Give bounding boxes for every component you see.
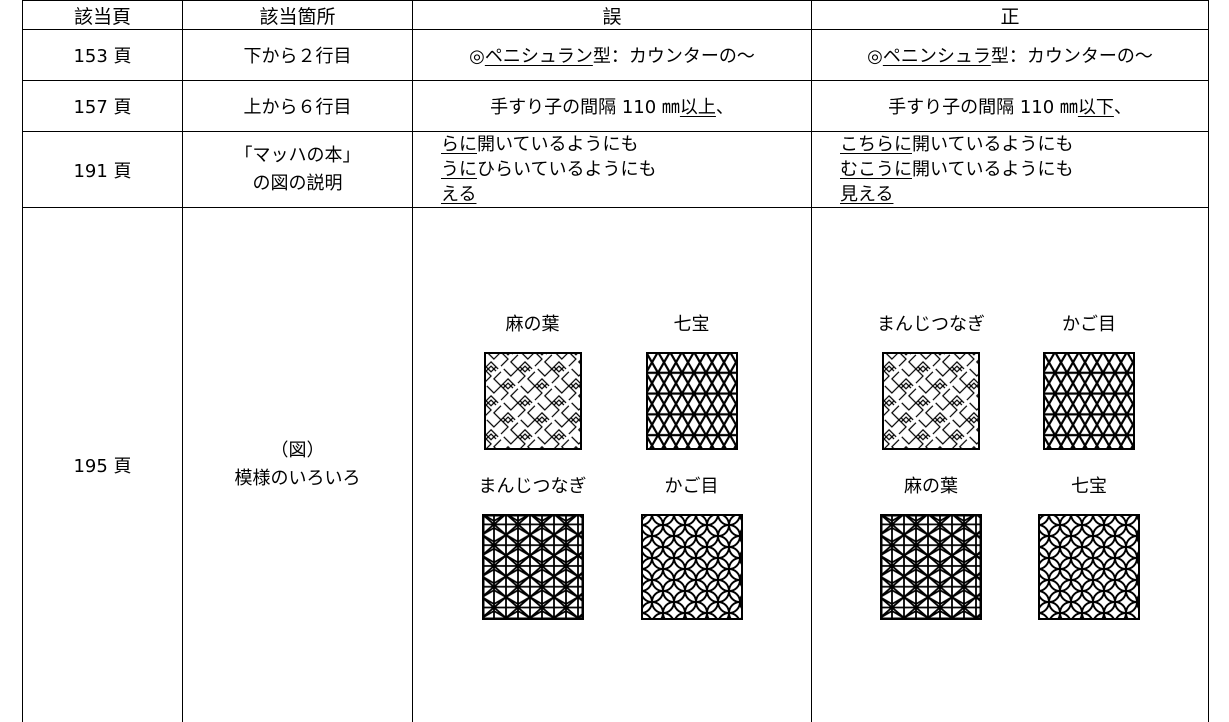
text: 開いているようにも <box>477 134 638 155</box>
location-cell: 下から２行目 <box>183 30 413 81</box>
correct-cell: まんじつなぎ かご目 麻の葉 七宝 <box>812 208 1209 722</box>
underlined-text: こちらに <box>840 134 912 155</box>
page-cell: 195 頁 <box>23 208 183 722</box>
location-text: 「マッハの本」 <box>235 145 361 166</box>
location-cell: 「マッハの本」の図の説明 <box>183 132 413 208</box>
figure-label: まんじつなぎ <box>877 310 985 340</box>
figure-label: 七宝 <box>1071 472 1107 502</box>
figure-label: 麻の葉 <box>904 472 958 502</box>
wrong-cell: 手すり子の間隔 110 ㎜以上、 <box>413 81 812 132</box>
row: 191 頁 「マッハの本」の図の説明 らに開いているようにも うにひらいているよ… <box>23 132 1209 208</box>
text: 手すり子の間隔 110 ㎜ <box>888 97 1078 118</box>
header-cell: 該当箇所 <box>183 1 413 30</box>
header-row: 該当頁 該当箇所 誤 正 <box>23 1 1209 30</box>
location-cell: （図） 模様のいろいろ <box>183 208 413 722</box>
location-cell: 上から６行目 <box>183 81 413 132</box>
text: 型：カウンターの～ <box>991 46 1153 67</box>
text: 開いているようにも <box>912 159 1073 180</box>
errata-table: 該当頁 該当箇所 誤 正 153 頁 下から２行目 ◎ペニシュラン型：カウンター… <box>22 0 1209 722</box>
underlined-text: える <box>441 184 476 205</box>
header-cell: 誤 <box>413 1 812 30</box>
text: ◎ <box>469 46 485 67</box>
location-text: の図の説明 <box>253 173 343 194</box>
header-cell: 該当頁 <box>23 1 183 30</box>
correct-cell: ◎ペニンシュラ型：カウンターの～ <box>812 30 1209 81</box>
underlined-text: 見える <box>840 184 893 205</box>
text: 手すり子の間隔 110 ㎜ <box>490 97 680 118</box>
figure-label: 七宝 <box>674 310 710 340</box>
figure-label: かご目 <box>665 472 719 502</box>
text: 開いているようにも <box>912 134 1073 155</box>
underlined-text: 以下 <box>1078 97 1114 118</box>
underlined-text: 以上 <box>680 97 716 118</box>
pattern-figure <box>880 514 982 620</box>
location-text: 模様のいろいろ <box>235 468 361 489</box>
figure-label: まんじつなぎ <box>479 472 587 502</box>
location-text: （図） <box>271 440 325 461</box>
location-text: 上から６行目 <box>244 97 352 118</box>
text: ひらいているようにも <box>477 159 656 180</box>
row: 153 頁 下から２行目 ◎ペニシュラン型：カウンターの～ ◎ペニンシュラ型：カ… <box>23 30 1209 81</box>
wrong-cell: らに開いているようにも うにひらいているようにも える <box>413 132 812 208</box>
text: 型：カウンターの～ <box>593 46 755 67</box>
correct-cell: こちらに開いているようにも むこうに開いているようにも 見える <box>812 132 1209 208</box>
pattern-figure <box>482 514 584 620</box>
page-cell: 153 頁 <box>23 30 183 81</box>
underlined-text: ペニシュラン <box>485 46 593 67</box>
underlined-text: むこうに <box>840 159 912 180</box>
page-cell: 191 頁 <box>23 132 183 208</box>
figure-label: かご目 <box>1062 310 1116 340</box>
wrong-cell: 麻の葉 七宝 まんじつなぎ かご目 <box>413 208 812 722</box>
pattern-figure <box>1038 514 1140 620</box>
wrong-cell: ◎ペニシュラン型：カウンターの～ <box>413 30 812 81</box>
row: 195 頁 （図） 模様のいろいろ 麻の葉 七宝 まんじつなぎ かご目 まんじつな… <box>23 208 1209 722</box>
location-text: 下から２行目 <box>244 46 352 67</box>
page-cell: 157 頁 <box>23 81 183 132</box>
pattern-figure <box>646 352 738 450</box>
pattern-figure <box>1043 352 1135 450</box>
pattern-figure <box>484 352 582 450</box>
pattern-figure <box>882 352 980 450</box>
underlined-text: らに <box>441 134 477 155</box>
underlined-text: ペニンシュラ <box>883 46 991 67</box>
underlined-text: うに <box>441 159 477 180</box>
header-cell: 正 <box>812 1 1209 30</box>
pattern-figure <box>641 514 743 620</box>
figure-label: 麻の葉 <box>506 310 560 340</box>
row: 157 頁 上から６行目 手すり子の間隔 110 ㎜以上、 手すり子の間隔 11… <box>23 81 1209 132</box>
text: 、 <box>716 97 734 118</box>
text: 、 <box>1114 97 1132 118</box>
correct-cell: 手すり子の間隔 110 ㎜以下、 <box>812 81 1209 132</box>
text: ◎ <box>867 46 883 67</box>
